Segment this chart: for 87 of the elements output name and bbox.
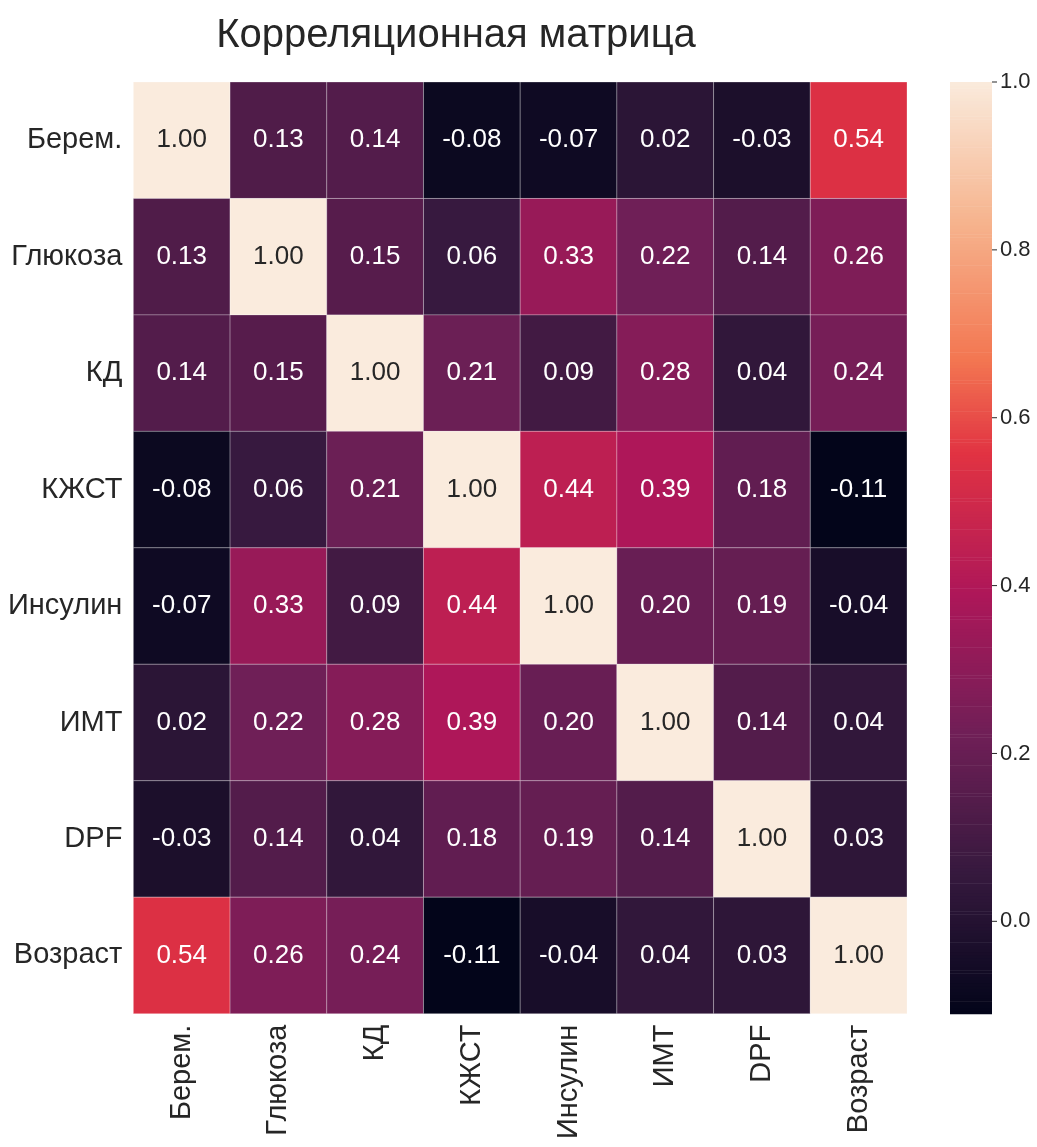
x-tick-label: Глюкоза bbox=[260, 1023, 293, 1136]
data-label: 0.44 bbox=[543, 472, 594, 503]
data-label: 0.54 bbox=[833, 123, 884, 154]
y-tick-label: КЖСТ bbox=[41, 471, 123, 504]
data-label: 0.28 bbox=[639, 356, 691, 387]
data-label: 0.33 bbox=[253, 589, 304, 620]
y-tick-label: ИМТ bbox=[59, 704, 123, 737]
data-label: 0.06 bbox=[446, 239, 498, 270]
data-label: -0.04 bbox=[829, 589, 889, 620]
x-tick-label: Возраст bbox=[840, 1024, 873, 1134]
color-bar-label: 0.2 bbox=[1000, 739, 1031, 765]
data-label: 0.21 bbox=[349, 472, 401, 503]
data-label: 0.14 bbox=[349, 123, 401, 154]
data-label: -0.03 bbox=[732, 123, 792, 154]
data-label: -0.04 bbox=[538, 938, 599, 969]
data-label: -0.11 bbox=[443, 938, 501, 969]
data-label: 0.14 bbox=[736, 239, 788, 270]
data-label: 0.54 bbox=[156, 938, 208, 969]
y-tick-label: Глюкоза bbox=[11, 238, 124, 271]
chart-title: Корреляционная матрица bbox=[216, 11, 697, 56]
y-tick-label: Возраст bbox=[13, 937, 123, 970]
data-label: 0.26 bbox=[833, 239, 884, 270]
data-label: 0.14 bbox=[156, 356, 208, 387]
data-label: 0.04 bbox=[833, 705, 884, 736]
data-label: 1.00 bbox=[349, 356, 401, 387]
data-label: 0.20 bbox=[543, 705, 594, 736]
data-label: 0.02 bbox=[156, 705, 208, 736]
data-label: 0.24 bbox=[833, 356, 884, 387]
data-label: 0.44 bbox=[446, 589, 498, 620]
x-tick-label: ИМТ bbox=[647, 1024, 680, 1088]
data-label: 0.22 bbox=[253, 705, 304, 736]
data-label: 0.19 bbox=[543, 822, 594, 853]
color-bar-label: 0.0 bbox=[1000, 907, 1031, 933]
data-label: -0.11 bbox=[829, 472, 888, 503]
data-label: 0.13 bbox=[253, 123, 304, 154]
data-label: 0.03 bbox=[833, 822, 884, 853]
x-tick-label: DPF bbox=[743, 1024, 776, 1083]
data-label: 1.00 bbox=[253, 239, 304, 270]
data-label: 1.00 bbox=[543, 589, 594, 620]
data-label: 0.04 bbox=[349, 822, 401, 853]
data-label: 0.26 bbox=[253, 938, 304, 969]
x-tick-label: КЖСТ bbox=[453, 1024, 486, 1106]
data-label: 1.00 bbox=[156, 123, 208, 154]
data-label: 0.39 bbox=[446, 705, 498, 736]
data-label: 0.18 bbox=[446, 822, 498, 853]
data-label: 0.20 bbox=[639, 589, 691, 620]
data-label: 1.00 bbox=[736, 822, 788, 853]
x-tick-label: Инсулин bbox=[550, 1024, 583, 1139]
data-label: 0.04 bbox=[639, 938, 691, 969]
data-label: -0.07 bbox=[152, 589, 212, 620]
x-tick-label: КД bbox=[357, 1024, 390, 1062]
data-label: 0.14 bbox=[253, 822, 304, 853]
x-tick-label: Берем. bbox=[163, 1024, 196, 1121]
data-label: 1.00 bbox=[639, 705, 691, 736]
color-bar-label: 1.0 bbox=[1000, 68, 1031, 94]
data-label: 0.18 bbox=[736, 472, 788, 503]
y-tick-label: DPF bbox=[64, 820, 123, 853]
data-label: 0.13 bbox=[156, 239, 208, 270]
data-label: 0.22 bbox=[639, 239, 691, 270]
data-label: 0.21 bbox=[446, 356, 498, 387]
data-label: 0.02 bbox=[639, 123, 691, 154]
data-label: 0.24 bbox=[349, 938, 401, 969]
data-label: 0.04 bbox=[736, 356, 788, 387]
data-label: 0.15 bbox=[253, 356, 304, 387]
y-tick-label: Инсулин bbox=[8, 588, 123, 621]
data-label: 0.33 bbox=[543, 239, 594, 270]
color-bar-label: 0.6 bbox=[1000, 403, 1031, 429]
data-label: -0.07 bbox=[538, 123, 599, 154]
data-label: -0.08 bbox=[152, 472, 212, 503]
color-bar-label: 0.8 bbox=[1000, 235, 1031, 261]
data-label: 0.09 bbox=[349, 589, 401, 620]
data-label: 0.03 bbox=[736, 938, 788, 969]
data-label: 0.14 bbox=[736, 705, 788, 736]
data-label: 0.09 bbox=[543, 356, 594, 387]
data-label: 0.28 bbox=[349, 705, 401, 736]
data-label: -0.08 bbox=[442, 123, 502, 154]
data-label: -0.03 bbox=[152, 822, 212, 853]
data-label: 0.14 bbox=[639, 822, 691, 853]
data-label: 0.15 bbox=[349, 239, 401, 270]
y-tick-label: КД bbox=[85, 355, 123, 388]
data-label: 1.00 bbox=[446, 472, 498, 503]
data-label: 1.00 bbox=[833, 938, 884, 969]
data-label: 0.39 bbox=[639, 472, 691, 503]
y-tick-label: Берем. bbox=[26, 122, 123, 155]
data-label: 0.19 bbox=[736, 589, 788, 620]
color-bar-label: 0.4 bbox=[1000, 571, 1031, 597]
data-label: 0.06 bbox=[253, 472, 304, 503]
